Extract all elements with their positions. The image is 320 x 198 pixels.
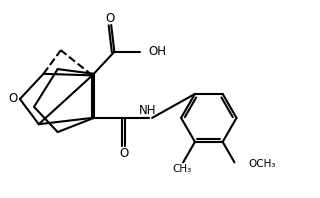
Text: O: O <box>105 11 114 25</box>
Text: NH: NH <box>139 105 156 117</box>
Text: O: O <box>119 147 128 160</box>
Text: OCH₃: OCH₃ <box>249 159 276 169</box>
Text: O: O <box>8 92 18 106</box>
Text: OH: OH <box>148 45 166 58</box>
Text: CH₃: CH₃ <box>172 164 191 174</box>
